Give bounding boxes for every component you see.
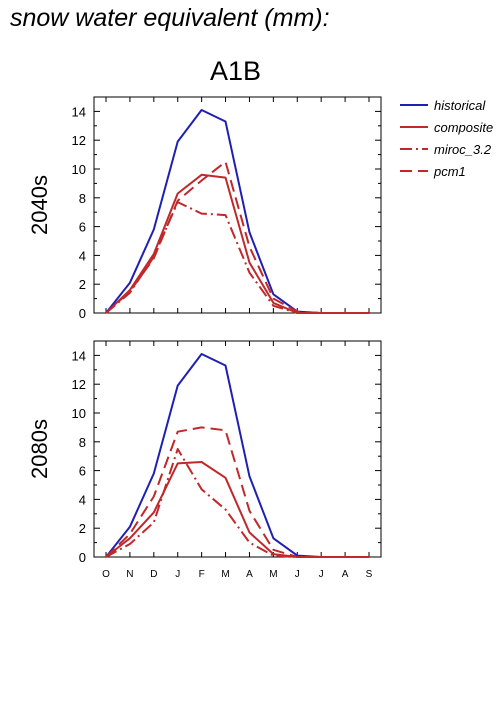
legend-label: composite — [434, 120, 493, 135]
panel-2080s: 0 2 4 6 8 10 12 14 O N D J F M A M J J A S 2080s — [27, 340, 382, 580]
x-tick-label: J — [175, 569, 180, 580]
x-tick-label: F — [199, 569, 205, 580]
y-tick-label: 10 — [72, 406, 86, 421]
y-tick-label: 6 — [79, 464, 86, 479]
y-tick-label: 12 — [72, 133, 86, 148]
y-tick-label: 6 — [79, 220, 86, 235]
series-line-historical — [105, 353, 369, 558]
x-tick-label: A — [246, 569, 253, 580]
plot-frame — [93, 96, 382, 314]
x-tick-label: J — [295, 569, 300, 580]
page-title: snow water equivalent (mm): — [10, 4, 330, 32]
y-tick-label: 4 — [79, 248, 86, 263]
legend-label: pcm1 — [433, 164, 466, 179]
panel-label: 2080s — [27, 419, 52, 479]
series-line-historical — [105, 109, 369, 314]
x-tick-label: J — [319, 569, 324, 580]
y-tick-label: 10 — [72, 162, 86, 177]
x-tick-label: D — [150, 569, 157, 580]
series-line-miroc-3-2 — [105, 448, 369, 558]
x-tick-label: M — [269, 569, 277, 580]
y-tick-label: 0 — [79, 550, 86, 565]
y-tick-label: 8 — [79, 435, 86, 450]
y-tick-label: 2 — [79, 277, 86, 292]
plot-frame — [93, 340, 382, 558]
series-line-pcm1 — [105, 426, 369, 558]
x-tick-label: M — [221, 569, 229, 580]
y-tick-label: 0 — [79, 306, 86, 321]
series-line-pcm1 — [105, 160, 369, 314]
panel-2040s: 0 2 4 6 8 10 12 14 2040s — [27, 96, 382, 321]
panel-label: 2040s — [27, 175, 52, 235]
scenario-title: A1B — [210, 56, 262, 86]
legend-label: historical — [434, 98, 486, 113]
x-tick-label: S — [366, 569, 373, 580]
y-tick-label: 4 — [79, 492, 86, 507]
y-tick-label: 14 — [72, 104, 86, 119]
x-tick-label: A — [342, 569, 349, 580]
y-tick-label: 8 — [79, 191, 86, 206]
y-tick-label: 2 — [79, 521, 86, 536]
x-tick-label: N — [126, 569, 133, 580]
legend-label: miroc_3.2 — [434, 142, 492, 157]
y-tick-label: 12 — [72, 377, 86, 392]
x-tick-label: O — [102, 569, 110, 580]
y-tick-label: 14 — [72, 348, 86, 363]
legend: historical composite miroc_3.2 pcm1 — [400, 98, 493, 179]
